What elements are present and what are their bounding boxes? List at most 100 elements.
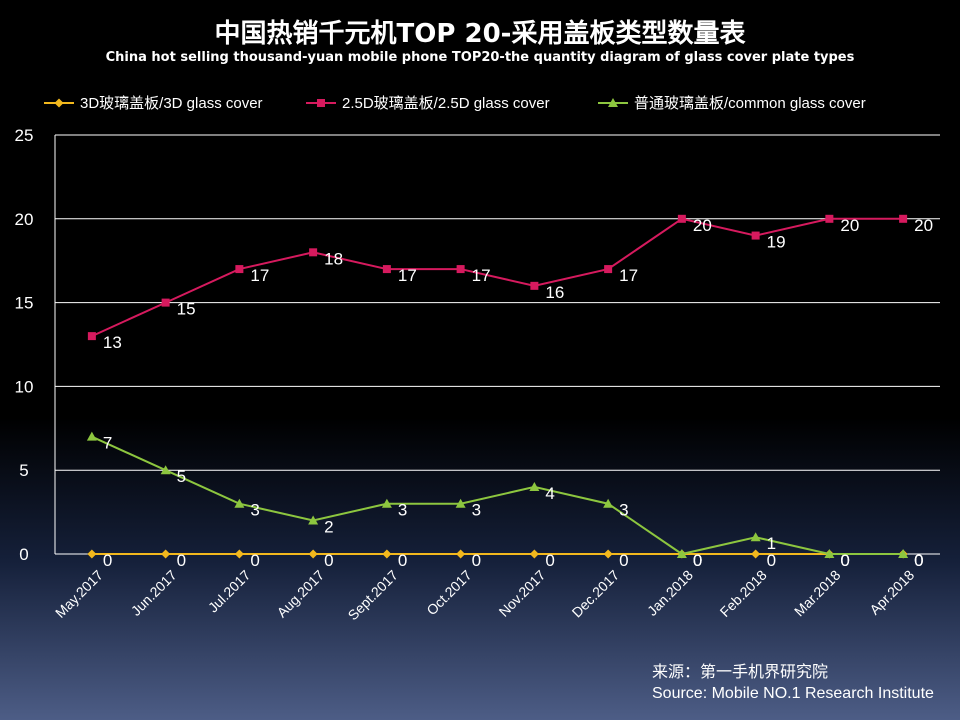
data-point (899, 214, 908, 223)
data-point (382, 549, 392, 559)
data-label: 13 (103, 333, 122, 352)
data-label: 0 (177, 551, 186, 570)
x-tick-label: Nov.2017 (496, 567, 549, 620)
x-tick-label: Jan.2018 (644, 567, 696, 619)
data-label: 0 (914, 551, 923, 570)
y-tick-label: 25 (15, 126, 34, 145)
data-label: 0 (103, 551, 112, 570)
data-point (54, 98, 64, 108)
data-label: 3 (619, 501, 628, 520)
x-tick-label: Sept.2017 (345, 567, 402, 624)
chart-title: 中国热销千元机TOP 20-采用盖板类型数量表 (214, 19, 746, 49)
data-label: 0 (693, 551, 702, 570)
data-point (235, 265, 244, 274)
data-point (608, 98, 618, 107)
data-label: 3 (250, 501, 259, 520)
legend-label: 2.5D玻璃盖板/2.5D glass cover (342, 94, 550, 112)
data-label: 1 (767, 534, 776, 553)
data-label: 17 (619, 266, 638, 285)
x-tick-label: Oct.2017 (423, 567, 475, 619)
data-point (824, 549, 835, 558)
data-label: 18 (324, 249, 343, 268)
legend-label: 3D玻璃盖板/3D glass cover (80, 94, 263, 112)
data-point (529, 549, 539, 559)
data-point (825, 214, 834, 223)
data-label: 0 (324, 551, 333, 570)
data-label: 20 (693, 216, 712, 235)
data-label: 0 (545, 551, 554, 570)
y-tick-label: 20 (15, 210, 34, 229)
data-label: 0 (693, 551, 702, 570)
y-tick-label: 10 (15, 377, 34, 396)
data-point (308, 549, 318, 559)
data-label: 19 (767, 233, 786, 252)
data-point (87, 549, 97, 559)
data-point (750, 532, 761, 542)
data-label: 0 (619, 551, 628, 570)
data-label: 17 (250, 266, 269, 285)
data-point (677, 214, 686, 223)
data-point (309, 248, 318, 257)
data-label: 0 (250, 551, 259, 570)
data-label: 0 (472, 551, 481, 570)
x-tick-label: May.2017 (52, 567, 106, 621)
data-point (603, 549, 613, 559)
x-tick-label: Aug.2017 (274, 567, 328, 621)
x-tick-label: Apr.2018 (866, 567, 917, 618)
y-tick-label: 0 (19, 545, 28, 564)
y-tick-label: 15 (15, 294, 34, 313)
data-label: 4 (545, 484, 554, 503)
data-label: 20 (840, 216, 859, 235)
series-line (91, 217, 904, 338)
data-label: 17 (398, 266, 417, 285)
x-tick-label: Jul.2017 (205, 567, 254, 616)
data-point (160, 465, 171, 475)
data-point (161, 298, 170, 307)
y-tick-label: 5 (19, 461, 28, 480)
data-point (382, 265, 391, 274)
data-label: 2 (324, 517, 333, 536)
data-point (530, 281, 539, 290)
x-tick-label: Feb.2018 (717, 567, 770, 620)
series-line (91, 435, 904, 556)
data-label: 0 (398, 551, 407, 570)
data-point (161, 549, 171, 559)
data-label: 16 (545, 283, 564, 302)
data-label: 0 (840, 551, 849, 570)
x-tick-label: Jun.2017 (128, 567, 180, 619)
data-point (86, 431, 97, 441)
data-point (308, 515, 319, 525)
data-label: 0 (767, 551, 776, 570)
data-point (603, 498, 614, 508)
data-point (676, 549, 687, 558)
data-point (317, 99, 325, 107)
data-point (234, 498, 245, 508)
data-point (234, 549, 244, 559)
data-point (529, 481, 540, 491)
chart-subtitle: China hot selling thousand-yuan mobile p… (105, 50, 855, 65)
data-label: 20 (914, 216, 933, 235)
data-label: 5 (177, 467, 186, 486)
data-point (898, 549, 909, 558)
data-point (381, 498, 392, 508)
legend-label: 普通玻璃盖板/common glass cover (634, 94, 866, 112)
x-tick-label: Mar.2018 (791, 567, 844, 620)
data-point (456, 549, 466, 559)
data-point (87, 332, 96, 341)
data-label: 0 (840, 551, 849, 570)
data-label: 15 (177, 300, 196, 319)
data-label: 0 (914, 551, 923, 570)
source-cn: 来源：第一手机界研究院 (652, 664, 829, 681)
source-en: Source: Mobile NO.1 Research Institute (652, 685, 934, 702)
data-point (751, 549, 761, 559)
data-point (604, 265, 613, 274)
data-label: 17 (472, 266, 491, 285)
data-label: 3 (472, 501, 481, 520)
data-label: 3 (398, 501, 407, 520)
data-point (751, 231, 760, 240)
x-tick-label: Dec.2017 (569, 567, 623, 621)
source-note: 来源：第一手机界研究院 Source: Mobile NO.1 Research… (652, 662, 934, 704)
data-label: 7 (103, 434, 112, 453)
data-point (455, 498, 466, 508)
